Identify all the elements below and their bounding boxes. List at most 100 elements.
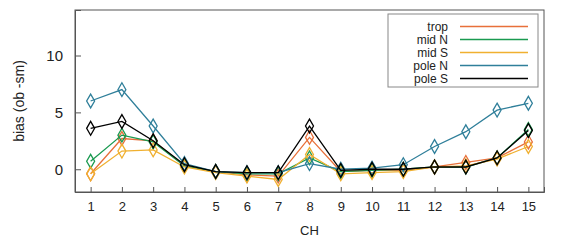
series-marker (149, 143, 157, 157)
legend-swatch (460, 78, 528, 80)
x-axis-title: CH (300, 223, 319, 238)
legend-swatch (460, 39, 528, 41)
legend-item: pole S (414, 72, 528, 86)
y-tick-mark (75, 112, 81, 113)
y-tick-label: 5 (55, 104, 63, 121)
x-tick-label: 9 (338, 199, 345, 214)
x-tick: 1 (88, 187, 95, 214)
series-marker (399, 162, 407, 176)
x-tick-label: 11 (397, 199, 411, 214)
y-tick: 5 (55, 104, 81, 121)
y-tick: 0 (55, 161, 81, 178)
y-tick: 10 (46, 47, 81, 64)
legend-item: mid S (417, 46, 528, 60)
series-marker (212, 165, 220, 179)
x-tick-mark (403, 187, 404, 192)
series-marker (524, 140, 532, 154)
series-marker (87, 167, 95, 181)
x-tick: 9 (338, 187, 345, 214)
x-tick-mark (435, 187, 436, 192)
series-marker (431, 160, 439, 174)
x-tick-label: 4 (181, 199, 188, 214)
y-tick-label: 0 (55, 161, 63, 178)
legend-item: mid N (417, 33, 528, 47)
y-tick-label: 10 (46, 47, 63, 64)
legend-label: pole N (413, 59, 448, 73)
x-tick: 5 (213, 187, 220, 214)
x-tick: 3 (150, 187, 157, 214)
series-marker (118, 115, 126, 129)
x-tick-label: 14 (490, 199, 504, 214)
series-marker (149, 134, 157, 148)
x-tick: 8 (306, 187, 313, 214)
x-axis: 123456789101112131415 (76, 187, 545, 214)
plot: 0510123456789101112131415tropmid Nmid Sp… (46, 10, 544, 214)
x-tick: 14 (490, 187, 504, 214)
series-marker (306, 157, 314, 171)
y-tick-mark (75, 56, 81, 57)
series-marker (180, 158, 188, 172)
x-tick-label: 8 (306, 199, 313, 214)
x-tick-mark (466, 187, 467, 192)
x-tick-label: 1 (88, 199, 95, 214)
x-tick-label: 2 (119, 199, 126, 214)
x-axis-line (76, 187, 545, 193)
x-tick-mark (122, 187, 123, 192)
x-tick: 6 (244, 187, 251, 214)
x-tick: 11 (397, 187, 411, 214)
series-marker (493, 103, 501, 117)
legend-swatch (460, 26, 528, 28)
series-line (91, 90, 529, 173)
x-tick: 4 (181, 187, 188, 214)
series-marker (149, 119, 157, 133)
series-marker (462, 125, 470, 139)
x-tick-mark (153, 187, 154, 192)
x-tick-mark (372, 187, 373, 192)
x-tick: 10 (365, 187, 379, 214)
legend-label: mid N (417, 33, 448, 47)
x-tick-label: 13 (459, 199, 473, 214)
x-tick-label: 6 (244, 199, 251, 214)
legend-label: mid S (417, 46, 448, 60)
x-tick-mark (216, 187, 217, 192)
x-tick-mark (184, 187, 185, 192)
x-tick-label: 15 (522, 199, 536, 214)
y-axis-title: bias (ob -sm) (11, 60, 27, 142)
legend-box (388, 14, 538, 87)
y-axis-line (76, 11, 82, 193)
x-tick-mark (528, 187, 529, 192)
x-tick-mark (91, 187, 92, 192)
series-marker (337, 163, 345, 177)
x-tick: 12 (428, 187, 442, 214)
chart: 0510123456789101112131415tropmid Nmid Sp… (0, 0, 564, 245)
x-tick-label: 7 (275, 199, 282, 214)
series-marker (462, 160, 470, 174)
series-marker (87, 94, 95, 108)
y-tick-mark (75, 169, 81, 170)
series-marker (243, 166, 251, 180)
series-marker (524, 96, 532, 110)
legend-swatch (460, 65, 528, 67)
legend-swatch (460, 52, 528, 54)
x-tick-mark (310, 187, 311, 192)
x-tick-label: 3 (150, 199, 157, 214)
x-tick-mark (278, 187, 279, 192)
series-marker (368, 162, 376, 176)
x-tick: 13 (459, 187, 473, 214)
series-marker (306, 119, 314, 133)
legend-item: pole N (413, 59, 528, 73)
x-tick-mark (497, 187, 498, 192)
x-tick-mark (247, 187, 248, 192)
y-axis: 0 5 10 (46, 11, 81, 193)
series-marker (118, 83, 126, 97)
data-layer (87, 83, 533, 187)
x-tick-label: 12 (428, 199, 442, 214)
x-tick: 15 (522, 187, 536, 214)
x-tick: 7 (275, 187, 282, 214)
series-marker (87, 121, 95, 135)
series-marker (524, 124, 532, 138)
series-marker (306, 148, 314, 162)
x-tick: 2 (119, 187, 126, 214)
x-tick-label: 5 (213, 199, 220, 214)
legend-label: pole S (414, 72, 448, 86)
